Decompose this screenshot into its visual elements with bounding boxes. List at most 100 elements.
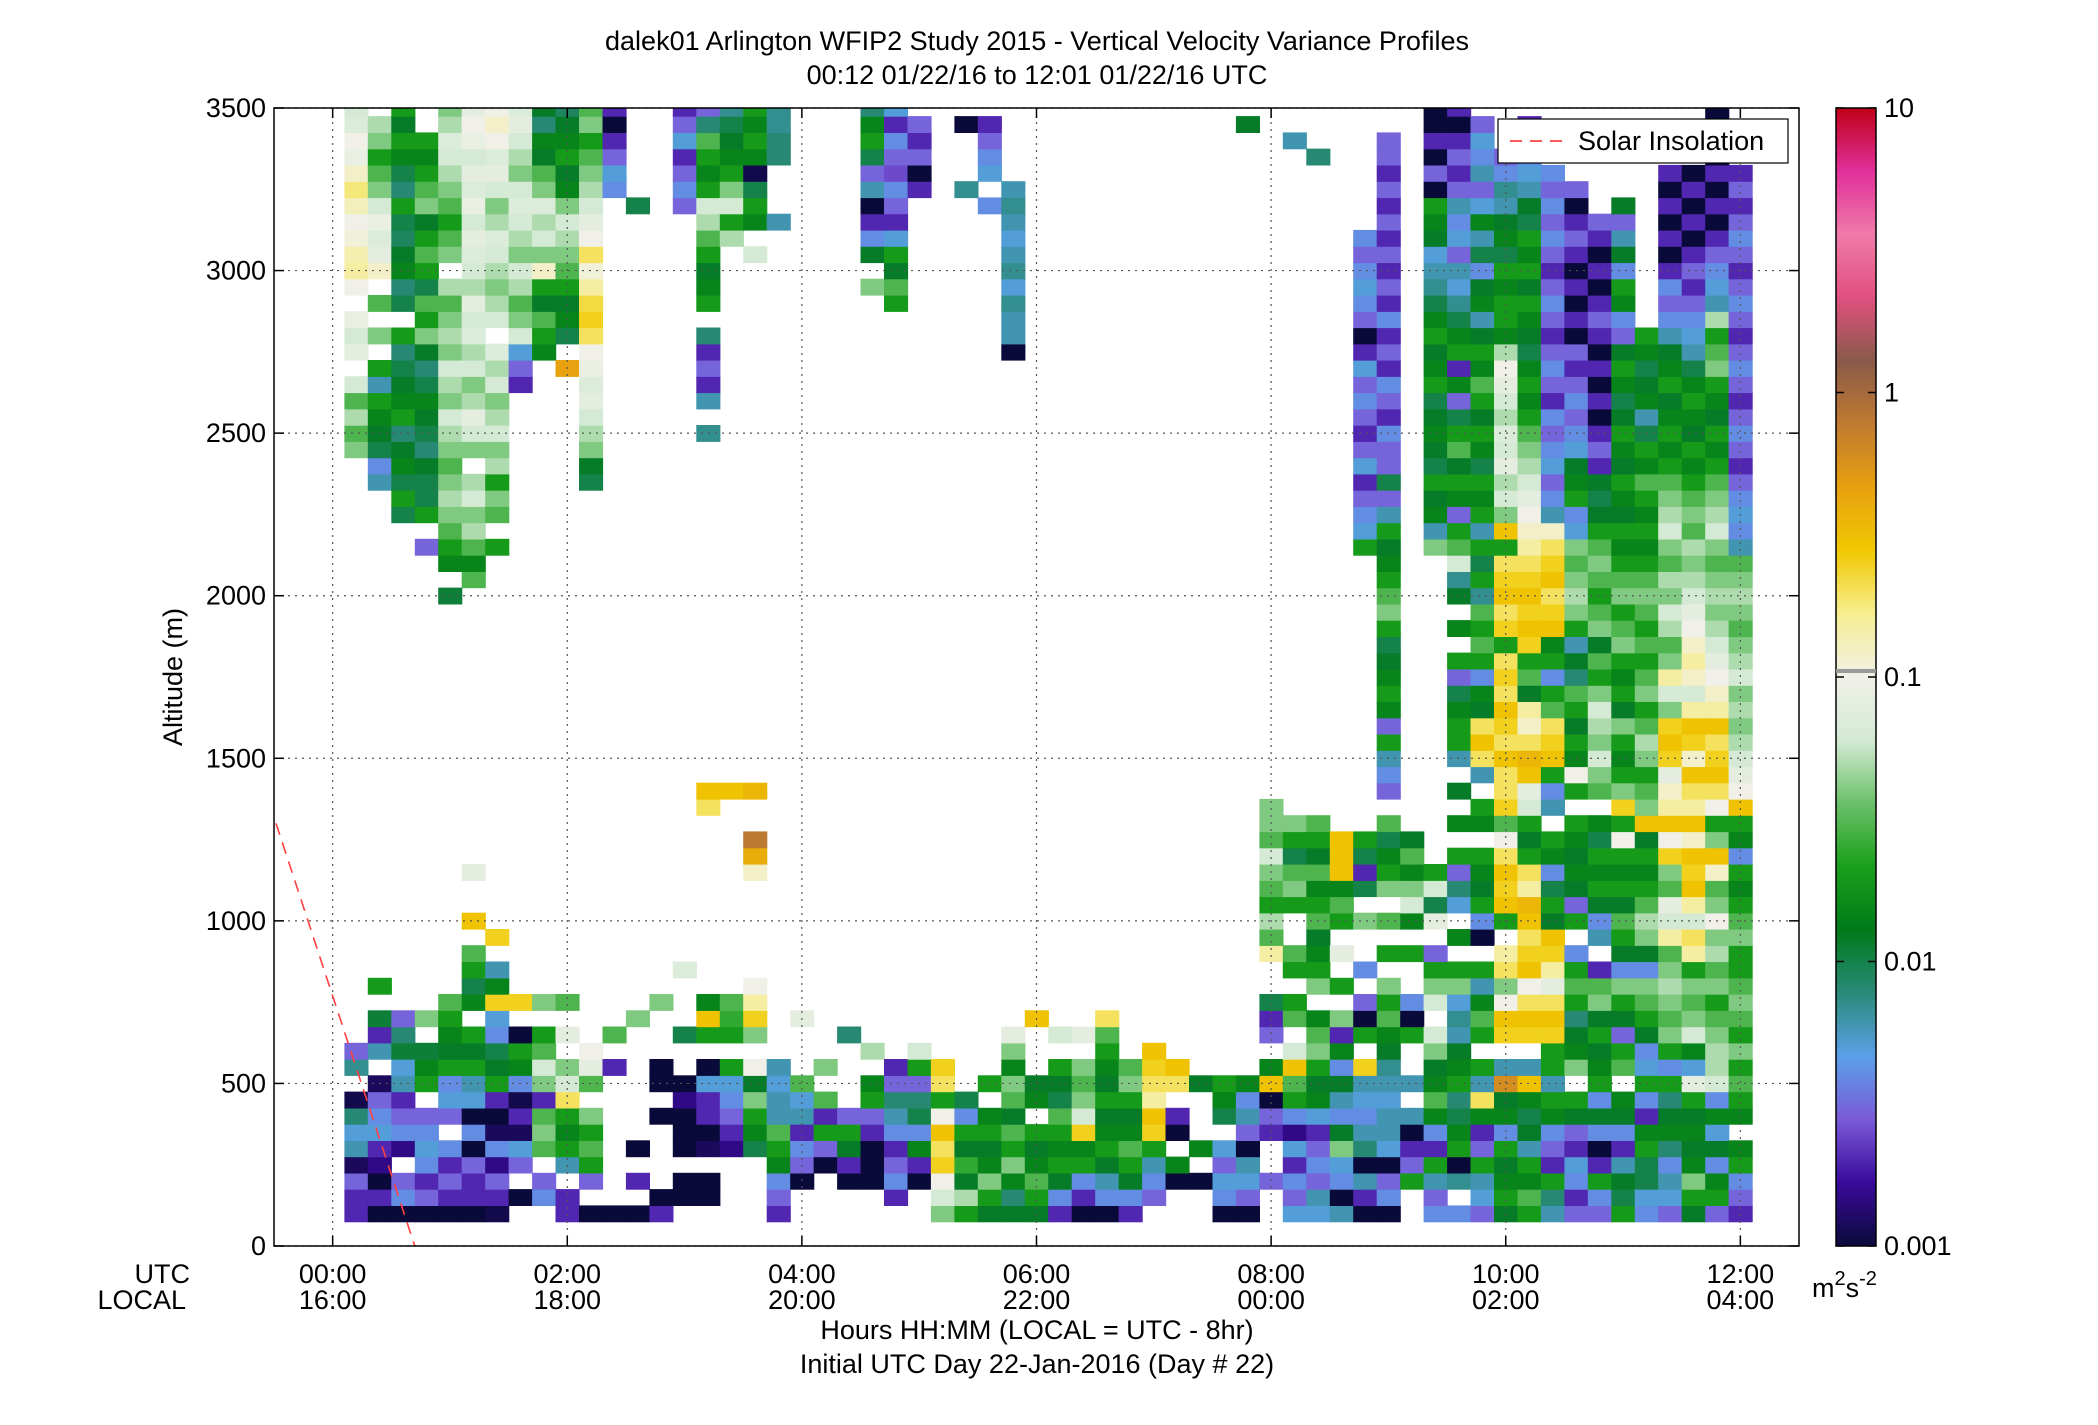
heatmap-cell (579, 441, 604, 459)
heatmap-cell (1001, 1107, 1026, 1125)
heatmap-cell (485, 538, 510, 556)
heatmap-cell (414, 1205, 439, 1223)
heatmap-cell (1728, 376, 1753, 394)
heatmap-cell (1095, 1091, 1120, 1109)
heatmap-cell (1376, 506, 1401, 524)
heatmap-cell (1329, 977, 1354, 995)
heatmap-cell (1611, 327, 1636, 345)
heatmap-cell (1658, 457, 1683, 475)
heatmap-cell (344, 1205, 369, 1223)
heatmap-cell (1095, 1059, 1120, 1076)
heatmap-cell (1470, 685, 1495, 702)
chart-subtitle: 00:12 01/22/16 to 12:01 01/22/16 UTC (807, 60, 1268, 90)
heatmap-cell (860, 229, 885, 247)
heatmap-cell (1540, 831, 1565, 849)
heatmap-cell (438, 490, 463, 507)
heatmap-cell (1048, 1172, 1073, 1190)
heatmap-cell (1540, 473, 1565, 491)
heatmap-cell (391, 1140, 416, 1158)
heatmap-cell (1658, 181, 1683, 199)
heatmap-cell (1447, 441, 1472, 459)
heatmap-cell (1634, 490, 1659, 507)
heatmap-cell (391, 1010, 416, 1028)
heatmap-cell (1423, 116, 1448, 133)
heatmap-cell (977, 1205, 1002, 1223)
heatmap-cell (672, 1140, 697, 1158)
heatmap-cell (1517, 1140, 1542, 1158)
colorbar-unit: m2s-2 (1812, 1268, 1877, 1303)
heatmap-cell (1658, 538, 1683, 556)
heatmap-cell (1353, 425, 1378, 442)
heatmap-cell (1494, 1205, 1519, 1223)
heatmap-cell (1447, 425, 1472, 442)
heatmap-cell (1329, 1205, 1354, 1223)
heatmap-cell (1587, 408, 1612, 426)
heatmap-cell (1564, 1156, 1589, 1174)
heatmap-cell (532, 181, 557, 199)
heatmap-cell (1494, 197, 1519, 215)
heatmap-cell (1540, 1172, 1565, 1190)
heatmap-cell (438, 506, 463, 524)
heatmap-cell (1517, 555, 1542, 572)
heatmap-cell (532, 1042, 557, 1060)
heatmap-cell (1517, 343, 1542, 361)
heatmap-cell (438, 164, 463, 182)
heatmap-cell (743, 994, 768, 1011)
heatmap-cell (930, 1140, 955, 1158)
heatmap-cell (344, 408, 369, 426)
heatmap-cell (977, 132, 1002, 150)
heatmap-cell (1048, 1091, 1073, 1109)
heatmap-cell (1681, 506, 1706, 524)
heatmap-cell (766, 213, 791, 231)
heatmap-cell (1095, 1205, 1120, 1223)
heatmap-cell (461, 441, 486, 459)
heatmap-cell (1001, 327, 1026, 345)
heatmap-cell (1540, 717, 1565, 735)
heatmap-cell (1611, 538, 1636, 556)
heatmap-cell (1587, 1075, 1612, 1093)
heatmap-cell (1728, 197, 1753, 215)
heatmap-cell (719, 994, 744, 1011)
heatmap-cell (719, 1010, 744, 1028)
heatmap-cell (461, 164, 486, 182)
heatmap-cell (414, 392, 439, 410)
heatmap-cell (1048, 1026, 1073, 1044)
heatmap-cell (461, 977, 486, 995)
heatmap-cell (391, 1172, 416, 1190)
heatmap-cell (1142, 1189, 1167, 1206)
heatmap-cell (438, 213, 463, 231)
heatmap-cell (1728, 733, 1753, 751)
heatmap-cell (1681, 717, 1706, 735)
heatmap-cell (1611, 1156, 1636, 1174)
heatmap-cell (1705, 213, 1730, 231)
heatmap-cell (1658, 1091, 1683, 1109)
heatmap-cell (579, 108, 604, 117)
heatmap-cell (1564, 603, 1589, 621)
heatmap-cell (1282, 1059, 1307, 1076)
heatmap-cell (1517, 912, 1542, 930)
heatmap-cell (1564, 522, 1589, 540)
heatmap-cell (1658, 555, 1683, 572)
heatmap-cell (1705, 733, 1730, 751)
heatmap-cell (461, 148, 486, 166)
heatmap-cell (414, 148, 439, 166)
heatmap-cell (1658, 229, 1683, 247)
heatmap-cell (860, 148, 885, 166)
heatmap-cell (1470, 278, 1495, 296)
heatmap-cell (1165, 1124, 1190, 1141)
y-tick-label: 2500 (206, 418, 266, 448)
heatmap-cell (461, 473, 486, 491)
heatmap-cell (1611, 360, 1636, 377)
heatmap-cell (367, 197, 392, 215)
heatmap-cell (1517, 831, 1542, 849)
heatmap-cell (977, 116, 1002, 133)
heatmap-cell (1587, 327, 1612, 345)
heatmap-cell (1259, 896, 1284, 914)
heatmap-cell (1447, 1107, 1472, 1125)
heatmap-cell (1376, 1091, 1401, 1109)
heatmap-cell (1611, 246, 1636, 264)
colorbar-tick-label: 0.1 (1884, 662, 1922, 692)
heatmap-cell (1470, 750, 1495, 768)
heatmap-cell (1423, 1042, 1448, 1060)
heatmap-cell (1540, 603, 1565, 621)
